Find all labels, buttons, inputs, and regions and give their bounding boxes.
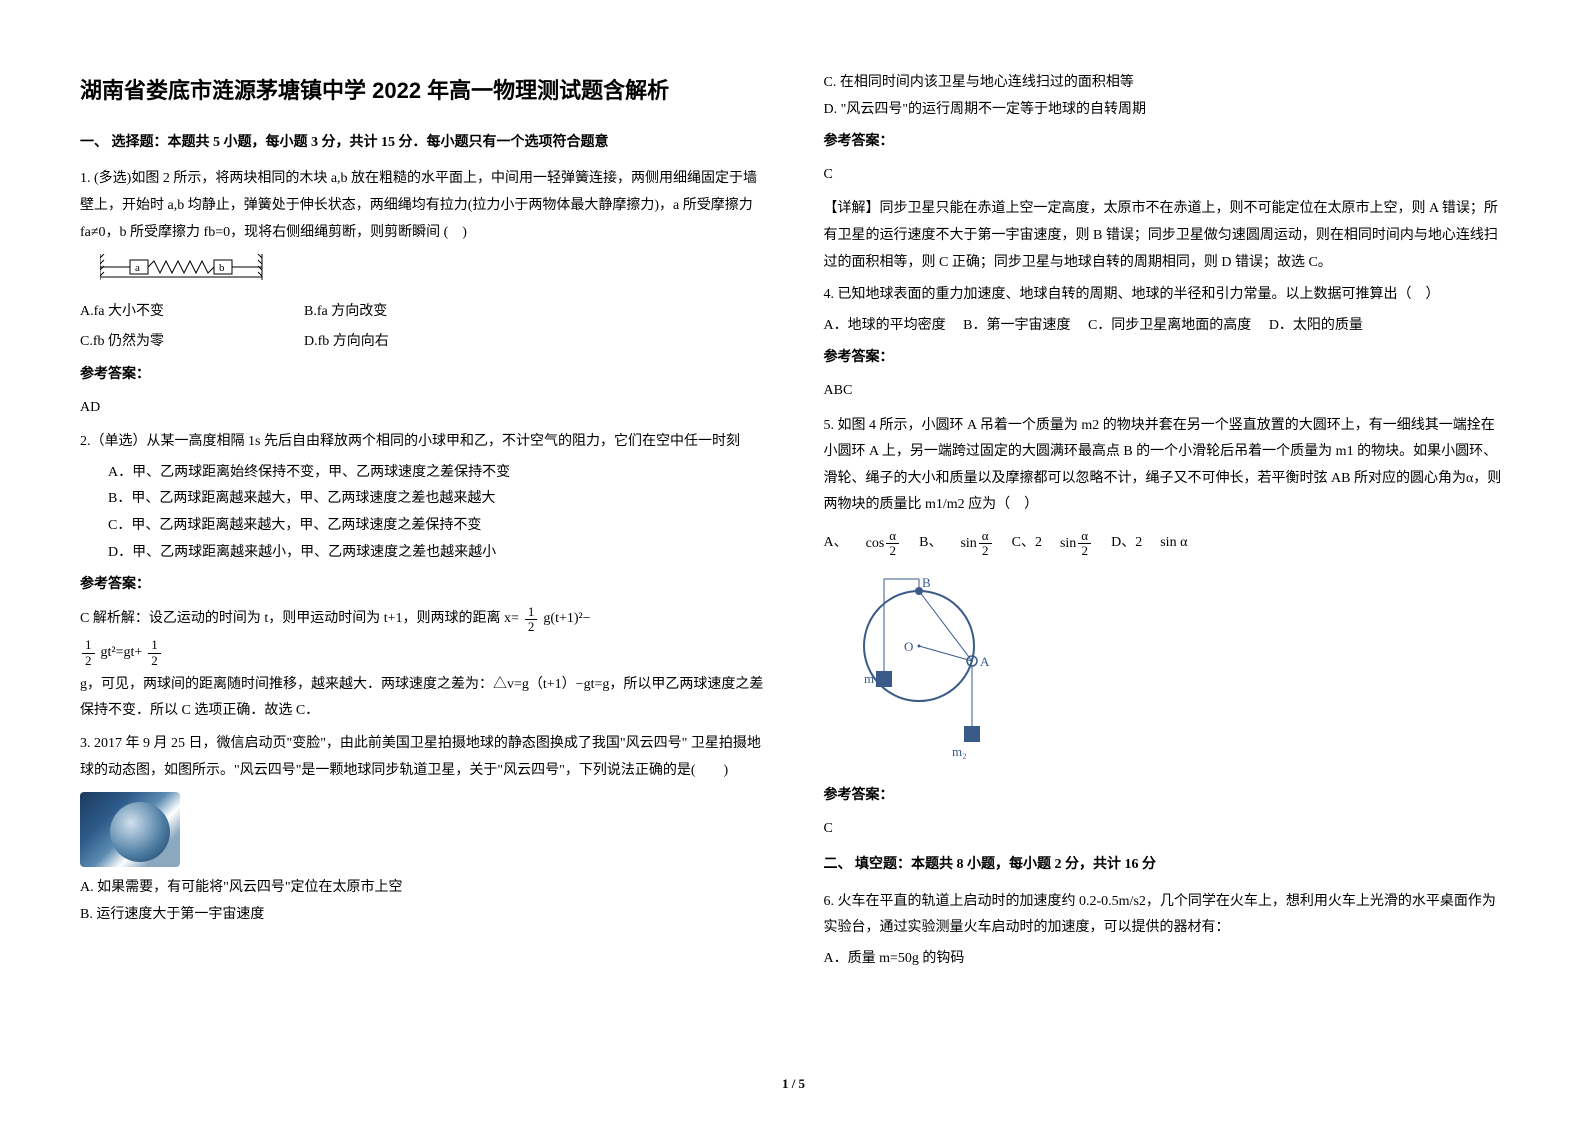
- q4-optD: D．太阳的质量: [1269, 313, 1363, 340]
- svg-text:m₂: m₂: [952, 744, 967, 759]
- spring-diagram: a b: [80, 254, 764, 291]
- q5-optA-label: A、: [824, 530, 848, 557]
- q2-expl4: g，可见，两球间的距离随时间推移，越来越大．两球速度之差为：△v=g（t+1）−…: [80, 672, 764, 725]
- q5-answer: C: [824, 816, 1508, 843]
- q3-optC: C. 在相同时间内该卫星与地心连线扫过的面积相等: [824, 70, 1508, 97]
- q5-body: 5. 如图 4 所示，小圆环 A 吊着一个质量为 m2 的物块并套在另一个竖直放…: [824, 413, 1508, 519]
- q3-body: 3. 2017 年 9 月 25 日，微信启动页"变脸"，由此前美国卫星拍摄地球…: [80, 731, 764, 784]
- q6-optA: A．质量 m=50g 的钩码: [824, 946, 1508, 973]
- q1-options-row2: C.fb 仍然为零 D.fb 方向向右: [80, 329, 764, 356]
- q2-explanation-line1: C 解析解：设乙运动的时间为 t，则甲运动时间为 t+1，则两球的距离 x= 1…: [80, 605, 764, 635]
- q5-optC-formula: sinα2: [1060, 529, 1093, 559]
- q2-expl3: gt²=gt+: [101, 640, 143, 667]
- q2-optB: B．甲、乙两球距离越来越大，甲、乙两球速度之差也越来越大: [80, 486, 764, 513]
- question-1: 1. (多选)如图 2 所示，将两块相同的木块 a,b 放在粗糙的水平面上，中间…: [80, 166, 764, 421]
- q4-answer: ABC: [824, 378, 1508, 405]
- fraction-half-3: 12: [148, 638, 161, 668]
- q2-optC: C．甲、乙两球距离越来越大，甲、乙两球速度之差保持不变: [80, 513, 764, 540]
- q5-answer-label: 参考答案：: [824, 783, 1508, 810]
- q5-optB-label: B、: [919, 530, 942, 557]
- q5-options: A、 cosα2 B、 sinα2 C、2 sinα2 D、2 sin α: [824, 529, 1508, 559]
- document-title: 湖南省娄底市涟源茅塘镇中学 2022 年高一物理测试题含解析: [80, 70, 764, 112]
- q3-answer-label: 参考答案：: [824, 129, 1508, 156]
- q5-optC-label: C、2: [1012, 530, 1042, 557]
- question-5: 5. 如图 4 所示，小圆环 A 吊着一个质量为 m2 的物块并套在另一个竖直放…: [824, 413, 1508, 843]
- q5-optD-formula: sin α: [1160, 530, 1187, 557]
- right-column: C. 在相同时间内该卫星与地心连线扫过的面积相等 D. "风云四号"的运行周期不…: [824, 70, 1508, 1050]
- svg-text:a: a: [135, 262, 140, 274]
- svg-text:b: b: [219, 262, 225, 274]
- q1-answer-label: 参考答案：: [80, 362, 764, 389]
- q2-body: 2.（单选）从某一高度相隔 1s 先后自由释放两个相同的小球甲和乙，不计空气的阻…: [80, 429, 764, 456]
- svg-text:m₁: m₁: [864, 671, 879, 686]
- q5-optB-formula: sinα2: [960, 529, 993, 559]
- section-1-title: 一、 选择题：本题共 5 小题，每小题 3 分，共计 15 分．每小题只有一个选…: [80, 130, 764, 157]
- q4-body: 4. 已知地球表面的重力加速度、地球自转的周期、地球的半径和引力常量。以上数据可…: [824, 282, 1508, 309]
- q3-explanation: 【详解】同步卫星只能在赤道上空一定高度，太原市不在赤道上，则不可能定位在太原市上…: [824, 196, 1508, 276]
- page-number: 1 / 5: [782, 1072, 805, 1097]
- q4-options: A．地球的平均密度 B．第一宇宙速度 C．同步卫星离地面的高度 D．太阳的质量: [824, 313, 1508, 340]
- question-3-start: 3. 2017 年 9 月 25 日，微信启动页"变脸"，由此前美国卫星拍摄地球…: [80, 731, 764, 928]
- q2-expl2: g(t+1)²−: [543, 606, 590, 633]
- q4-optB: B．第一宇宙速度: [963, 313, 1070, 340]
- earth-image: [80, 792, 180, 867]
- question-2: 2.（单选）从某一高度相隔 1s 先后自由释放两个相同的小球甲和乙，不计空气的阻…: [80, 429, 764, 725]
- question-4: 4. 已知地球表面的重力加速度、地球自转的周期、地球的半径和引力常量。以上数据可…: [824, 282, 1508, 404]
- section-2-title: 二、 填空题：本题共 8 小题，每小题 2 分，共计 16 分: [824, 852, 1508, 879]
- fraction-half-2: 12: [82, 638, 95, 668]
- q4-optC: C．同步卫星离地面的高度: [1088, 313, 1251, 340]
- q1-optD: D.fb 方向向右: [304, 329, 389, 356]
- q4-optA: A．地球的平均密度: [824, 313, 946, 340]
- q5-optD-label: D、2: [1111, 530, 1142, 557]
- q2-explanation-line2: 12 gt²=gt+ 12 g，可见，两球间的距离随时间推移，越来越大．两球速度…: [80, 638, 764, 725]
- q1-optB: B.fa 方向改变: [304, 299, 387, 326]
- q3-optB: B. 运行速度大于第一宇宙速度: [80, 902, 764, 929]
- q1-optA: A.fa 大小不变: [80, 299, 164, 326]
- q6-body: 6. 火车在平直的轨道上启动时的加速度约 0.2-0.5m/s2，几个同学在火车…: [824, 889, 1508, 942]
- svg-text:B: B: [922, 575, 931, 590]
- svg-text:A: A: [980, 654, 990, 669]
- q2-expl1: C 解析解：设乙运动的时间为 t，则甲运动时间为 t+1，则两球的距离 x=: [80, 606, 519, 633]
- question-6: 6. 火车在平直的轨道上启动时的加速度约 0.2-0.5m/s2，几个同学在火车…: [824, 889, 1508, 973]
- q1-options-row1: A.fa 大小不变 B.fa 方向改变: [80, 299, 764, 326]
- q5-optA-formula: cosα2: [866, 529, 901, 559]
- question-3-cont: C. 在相同时间内该卫星与地心连线扫过的面积相等 D. "风云四号"的运行周期不…: [824, 70, 1508, 276]
- q2-answer-label: 参考答案：: [80, 572, 764, 599]
- svg-text:O: O: [904, 639, 913, 654]
- q1-answer: AD: [80, 395, 764, 422]
- q1-optC: C.fb 仍然为零: [80, 329, 164, 356]
- q2-optD: D．甲、乙两球距离越来越小，甲、乙两球速度之差也越来越小: [80, 540, 764, 567]
- q1-body: 1. (多选)如图 2 所示，将两块相同的木块 a,b 放在粗糙的水平面上，中间…: [80, 166, 764, 246]
- circle-diagram: O B A m₁ m₂: [824, 571, 1508, 772]
- q4-answer-label: 参考答案：: [824, 345, 1508, 372]
- left-column: 湖南省娄底市涟源茅塘镇中学 2022 年高一物理测试题含解析 一、 选择题：本题…: [80, 70, 764, 1050]
- q2-optA: A．甲、乙两球距离始终保持不变，甲、乙两球速度之差保持不变: [80, 460, 764, 487]
- q3-optD: D. "风云四号"的运行周期不一定等于地球的自转周期: [824, 97, 1508, 124]
- q3-answer: C: [824, 162, 1508, 189]
- fraction-half-1: 12: [525, 605, 538, 635]
- q3-optA: A. 如果需要，有可能将"风云四号"定位在太原市上空: [80, 875, 764, 902]
